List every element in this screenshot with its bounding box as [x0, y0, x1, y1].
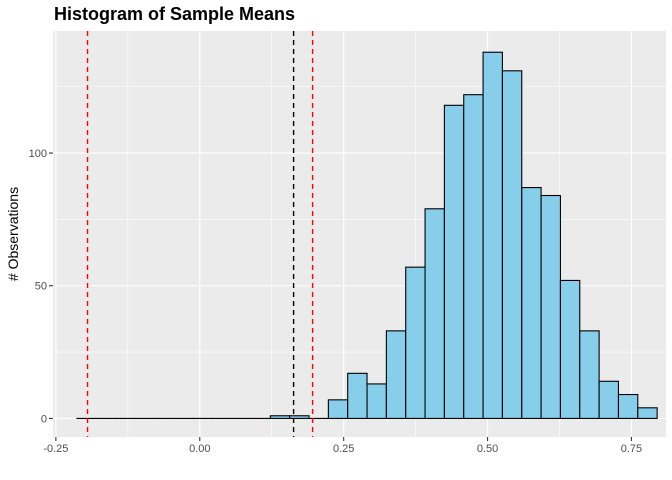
y-tick-label: 100 — [29, 148, 47, 160]
histogram-bar — [443, 104, 465, 419]
histogram-bar — [579, 330, 600, 419]
x-tick-label: 0.50 — [477, 443, 498, 455]
histogram-bar — [521, 187, 542, 419]
histogram-bar — [598, 380, 620, 419]
histogram-bar — [424, 208, 445, 419]
y-axis-label: # Observations — [5, 187, 21, 281]
histogram-bars — [76, 51, 658, 419]
x-tick-label: 0.75 — [621, 443, 642, 455]
grid-minor — [53, 31, 666, 437]
y-axis-ticks: 0 50 100 — [29, 148, 53, 425]
x-tick-label: 0.25 — [333, 443, 354, 455]
histogram-bar — [463, 94, 484, 419]
histogram-bar — [269, 415, 291, 419]
histogram-bar — [289, 415, 310, 419]
histogram-bar — [366, 383, 387, 419]
y-tick-label: 50 — [35, 281, 47, 293]
reference-lines — [86, 31, 314, 437]
x-tick-label: 0.00 — [189, 443, 210, 455]
x-axis-ticks: -0.25 0.00 0.25 0.50 0.75 — [43, 437, 642, 455]
histogram-bar — [347, 372, 368, 419]
histogram-bar — [385, 330, 407, 419]
histogram-bar — [327, 399, 349, 419]
histogram-bar — [482, 51, 503, 419]
histogram-bar — [501, 70, 523, 419]
chart-title: Histogram of Sample Means — [54, 4, 295, 24]
histogram-bar — [559, 279, 581, 419]
x-tick-label: -0.25 — [43, 443, 68, 455]
y-tick-label: 0 — [41, 413, 47, 425]
histogram-bar — [617, 393, 639, 419]
histogram-bar — [405, 266, 426, 419]
histogram-bar — [637, 407, 658, 419]
histogram-bar — [540, 194, 561, 419]
